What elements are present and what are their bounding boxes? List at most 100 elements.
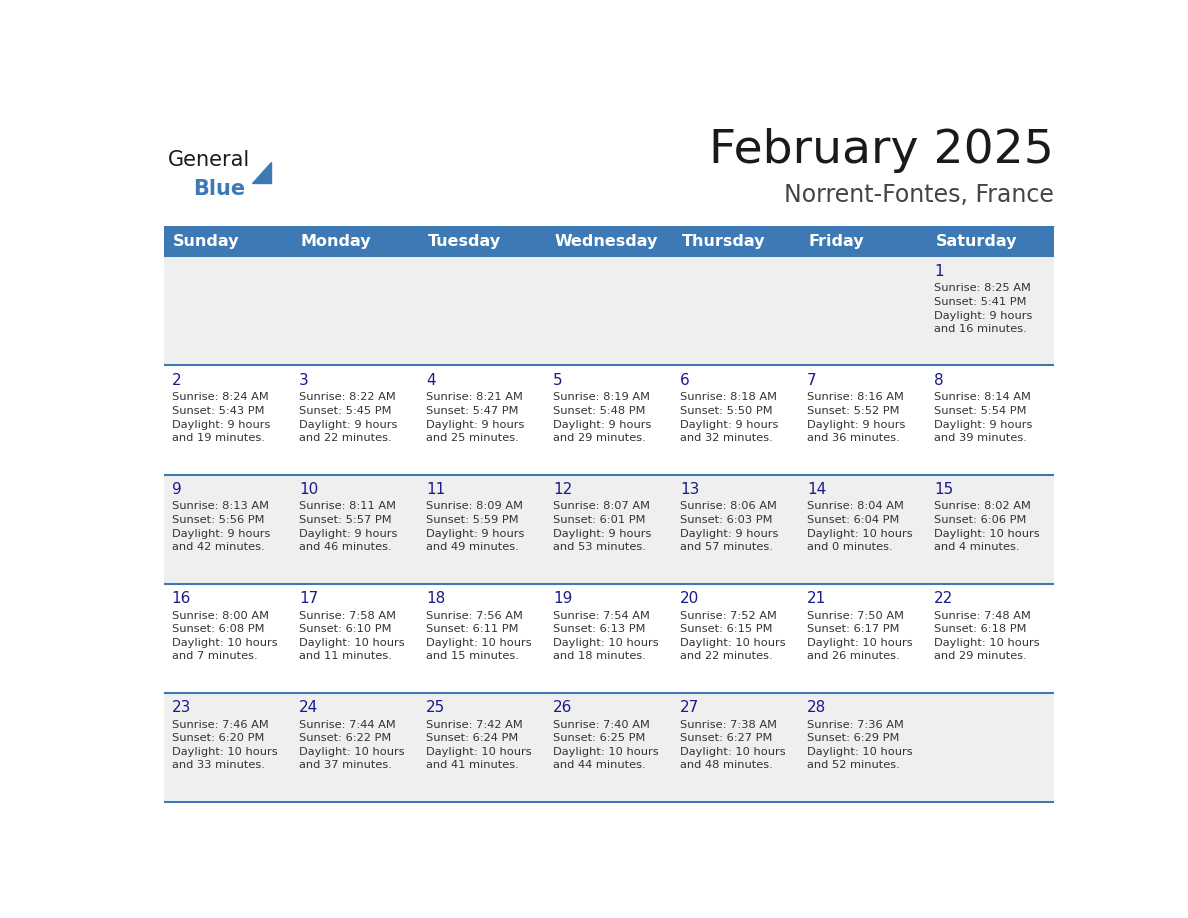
Bar (672, 365, 800, 475)
Bar (291, 365, 418, 475)
Text: Friday: Friday (809, 233, 865, 249)
Text: 5: 5 (554, 374, 563, 388)
Text: Sunrise: 7:40 AM
Sunset: 6:25 PM
Daylight: 10 hours
and 44 minutes.: Sunrise: 7:40 AM Sunset: 6:25 PM Dayligh… (554, 720, 658, 770)
Text: 9: 9 (172, 482, 182, 498)
Text: Sunrise: 7:48 AM
Sunset: 6:18 PM
Daylight: 10 hours
and 29 minutes.: Sunrise: 7:48 AM Sunset: 6:18 PM Dayligh… (934, 610, 1040, 661)
Bar (545, 365, 672, 475)
Bar (672, 226, 800, 256)
Bar (927, 226, 1054, 256)
Text: 19: 19 (554, 591, 573, 606)
Bar (418, 584, 545, 692)
Bar (291, 256, 418, 365)
Bar (672, 256, 800, 365)
Text: Sunrise: 8:24 AM
Sunset: 5:43 PM
Daylight: 9 hours
and 19 minutes.: Sunrise: 8:24 AM Sunset: 5:43 PM Dayligh… (172, 392, 270, 443)
Bar (800, 692, 927, 801)
Text: Sunrise: 7:58 AM
Sunset: 6:10 PM
Daylight: 10 hours
and 11 minutes.: Sunrise: 7:58 AM Sunset: 6:10 PM Dayligh… (299, 610, 404, 661)
Text: 12: 12 (554, 482, 573, 498)
Bar (164, 256, 291, 365)
Bar (927, 692, 1054, 801)
Bar (291, 692, 418, 801)
Text: Tuesday: Tuesday (428, 233, 500, 249)
Text: Sunrise: 8:16 AM
Sunset: 5:52 PM
Daylight: 9 hours
and 36 minutes.: Sunrise: 8:16 AM Sunset: 5:52 PM Dayligh… (808, 392, 905, 443)
Text: 21: 21 (808, 591, 827, 606)
Text: Sunrise: 8:25 AM
Sunset: 5:41 PM
Daylight: 9 hours
and 16 minutes.: Sunrise: 8:25 AM Sunset: 5:41 PM Dayligh… (934, 284, 1032, 334)
Bar (291, 475, 418, 584)
Text: Sunrise: 8:06 AM
Sunset: 6:03 PM
Daylight: 9 hours
and 57 minutes.: Sunrise: 8:06 AM Sunset: 6:03 PM Dayligh… (681, 501, 778, 553)
Text: 17: 17 (299, 591, 318, 606)
Text: Sunrise: 7:52 AM
Sunset: 6:15 PM
Daylight: 10 hours
and 22 minutes.: Sunrise: 7:52 AM Sunset: 6:15 PM Dayligh… (681, 610, 785, 661)
Bar (927, 475, 1054, 584)
Text: 18: 18 (426, 591, 446, 606)
Bar (164, 584, 291, 692)
Text: Sunrise: 8:04 AM
Sunset: 6:04 PM
Daylight: 10 hours
and 0 minutes.: Sunrise: 8:04 AM Sunset: 6:04 PM Dayligh… (808, 501, 912, 553)
Text: Norrent-Fontes, France: Norrent-Fontes, France (784, 183, 1054, 207)
Text: Sunrise: 8:13 AM
Sunset: 5:56 PM
Daylight: 9 hours
and 42 minutes.: Sunrise: 8:13 AM Sunset: 5:56 PM Dayligh… (172, 501, 270, 553)
Text: 7: 7 (808, 374, 817, 388)
Text: Sunrise: 7:46 AM
Sunset: 6:20 PM
Daylight: 10 hours
and 33 minutes.: Sunrise: 7:46 AM Sunset: 6:20 PM Dayligh… (172, 720, 277, 770)
Text: 25: 25 (426, 700, 446, 715)
Text: Sunrise: 8:02 AM
Sunset: 6:06 PM
Daylight: 10 hours
and 4 minutes.: Sunrise: 8:02 AM Sunset: 6:06 PM Dayligh… (934, 501, 1040, 553)
Text: Sunrise: 8:00 AM
Sunset: 6:08 PM
Daylight: 10 hours
and 7 minutes.: Sunrise: 8:00 AM Sunset: 6:08 PM Dayligh… (172, 610, 277, 661)
Text: Sunrise: 7:42 AM
Sunset: 6:24 PM
Daylight: 10 hours
and 41 minutes.: Sunrise: 7:42 AM Sunset: 6:24 PM Dayligh… (426, 720, 531, 770)
Text: Sunrise: 8:09 AM
Sunset: 5:59 PM
Daylight: 9 hours
and 49 minutes.: Sunrise: 8:09 AM Sunset: 5:59 PM Dayligh… (426, 501, 524, 553)
Polygon shape (252, 162, 271, 183)
Text: Sunrise: 8:11 AM
Sunset: 5:57 PM
Daylight: 9 hours
and 46 minutes.: Sunrise: 8:11 AM Sunset: 5:57 PM Dayligh… (299, 501, 397, 553)
Bar (800, 226, 927, 256)
Bar (927, 365, 1054, 475)
Text: 28: 28 (808, 700, 827, 715)
Text: 16: 16 (172, 591, 191, 606)
Bar (545, 475, 672, 584)
Text: Wednesday: Wednesday (555, 233, 658, 249)
Text: 10: 10 (299, 482, 318, 498)
Text: Sunrise: 8:14 AM
Sunset: 5:54 PM
Daylight: 9 hours
and 39 minutes.: Sunrise: 8:14 AM Sunset: 5:54 PM Dayligh… (934, 392, 1032, 443)
Bar (672, 584, 800, 692)
Text: 27: 27 (681, 700, 700, 715)
Text: 22: 22 (934, 591, 954, 606)
Text: Thursday: Thursday (682, 233, 765, 249)
Bar (418, 256, 545, 365)
Text: 14: 14 (808, 482, 827, 498)
Bar (800, 475, 927, 584)
Text: 6: 6 (681, 374, 690, 388)
Text: Saturday: Saturday (936, 233, 1017, 249)
Bar (164, 226, 291, 256)
Text: 1: 1 (934, 264, 944, 279)
Text: 26: 26 (554, 700, 573, 715)
Text: 13: 13 (681, 482, 700, 498)
Text: Sunrise: 7:36 AM
Sunset: 6:29 PM
Daylight: 10 hours
and 52 minutes.: Sunrise: 7:36 AM Sunset: 6:29 PM Dayligh… (808, 720, 912, 770)
Text: 4: 4 (426, 374, 436, 388)
Bar (164, 692, 291, 801)
Text: 15: 15 (934, 482, 954, 498)
Text: Sunrise: 7:54 AM
Sunset: 6:13 PM
Daylight: 10 hours
and 18 minutes.: Sunrise: 7:54 AM Sunset: 6:13 PM Dayligh… (554, 610, 658, 661)
Bar (291, 226, 418, 256)
Text: Sunrise: 8:22 AM
Sunset: 5:45 PM
Daylight: 9 hours
and 22 minutes.: Sunrise: 8:22 AM Sunset: 5:45 PM Dayligh… (299, 392, 397, 443)
Text: 11: 11 (426, 482, 446, 498)
Text: Sunrise: 8:18 AM
Sunset: 5:50 PM
Daylight: 9 hours
and 32 minutes.: Sunrise: 8:18 AM Sunset: 5:50 PM Dayligh… (681, 392, 778, 443)
Text: February 2025: February 2025 (709, 128, 1054, 173)
Text: 24: 24 (299, 700, 318, 715)
Bar (164, 365, 291, 475)
Bar (418, 475, 545, 584)
Bar (545, 692, 672, 801)
Text: 8: 8 (934, 374, 944, 388)
Bar (545, 256, 672, 365)
Text: 2: 2 (172, 374, 182, 388)
Text: Sunrise: 7:44 AM
Sunset: 6:22 PM
Daylight: 10 hours
and 37 minutes.: Sunrise: 7:44 AM Sunset: 6:22 PM Dayligh… (299, 720, 404, 770)
Bar (418, 692, 545, 801)
Text: Sunday: Sunday (173, 233, 240, 249)
Text: Sunrise: 8:21 AM
Sunset: 5:47 PM
Daylight: 9 hours
and 25 minutes.: Sunrise: 8:21 AM Sunset: 5:47 PM Dayligh… (426, 392, 524, 443)
Bar (927, 584, 1054, 692)
Bar (672, 692, 800, 801)
Text: 23: 23 (172, 700, 191, 715)
Text: Sunrise: 8:07 AM
Sunset: 6:01 PM
Daylight: 9 hours
and 53 minutes.: Sunrise: 8:07 AM Sunset: 6:01 PM Dayligh… (554, 501, 651, 553)
Bar (291, 584, 418, 692)
Text: Sunrise: 7:56 AM
Sunset: 6:11 PM
Daylight: 10 hours
and 15 minutes.: Sunrise: 7:56 AM Sunset: 6:11 PM Dayligh… (426, 610, 531, 661)
Bar (672, 475, 800, 584)
Text: Sunrise: 7:50 AM
Sunset: 6:17 PM
Daylight: 10 hours
and 26 minutes.: Sunrise: 7:50 AM Sunset: 6:17 PM Dayligh… (808, 610, 912, 661)
Text: 3: 3 (299, 374, 309, 388)
Text: Monday: Monday (301, 233, 371, 249)
Bar (800, 584, 927, 692)
Bar (164, 475, 291, 584)
Bar (545, 584, 672, 692)
Text: Sunrise: 8:19 AM
Sunset: 5:48 PM
Daylight: 9 hours
and 29 minutes.: Sunrise: 8:19 AM Sunset: 5:48 PM Dayligh… (554, 392, 651, 443)
